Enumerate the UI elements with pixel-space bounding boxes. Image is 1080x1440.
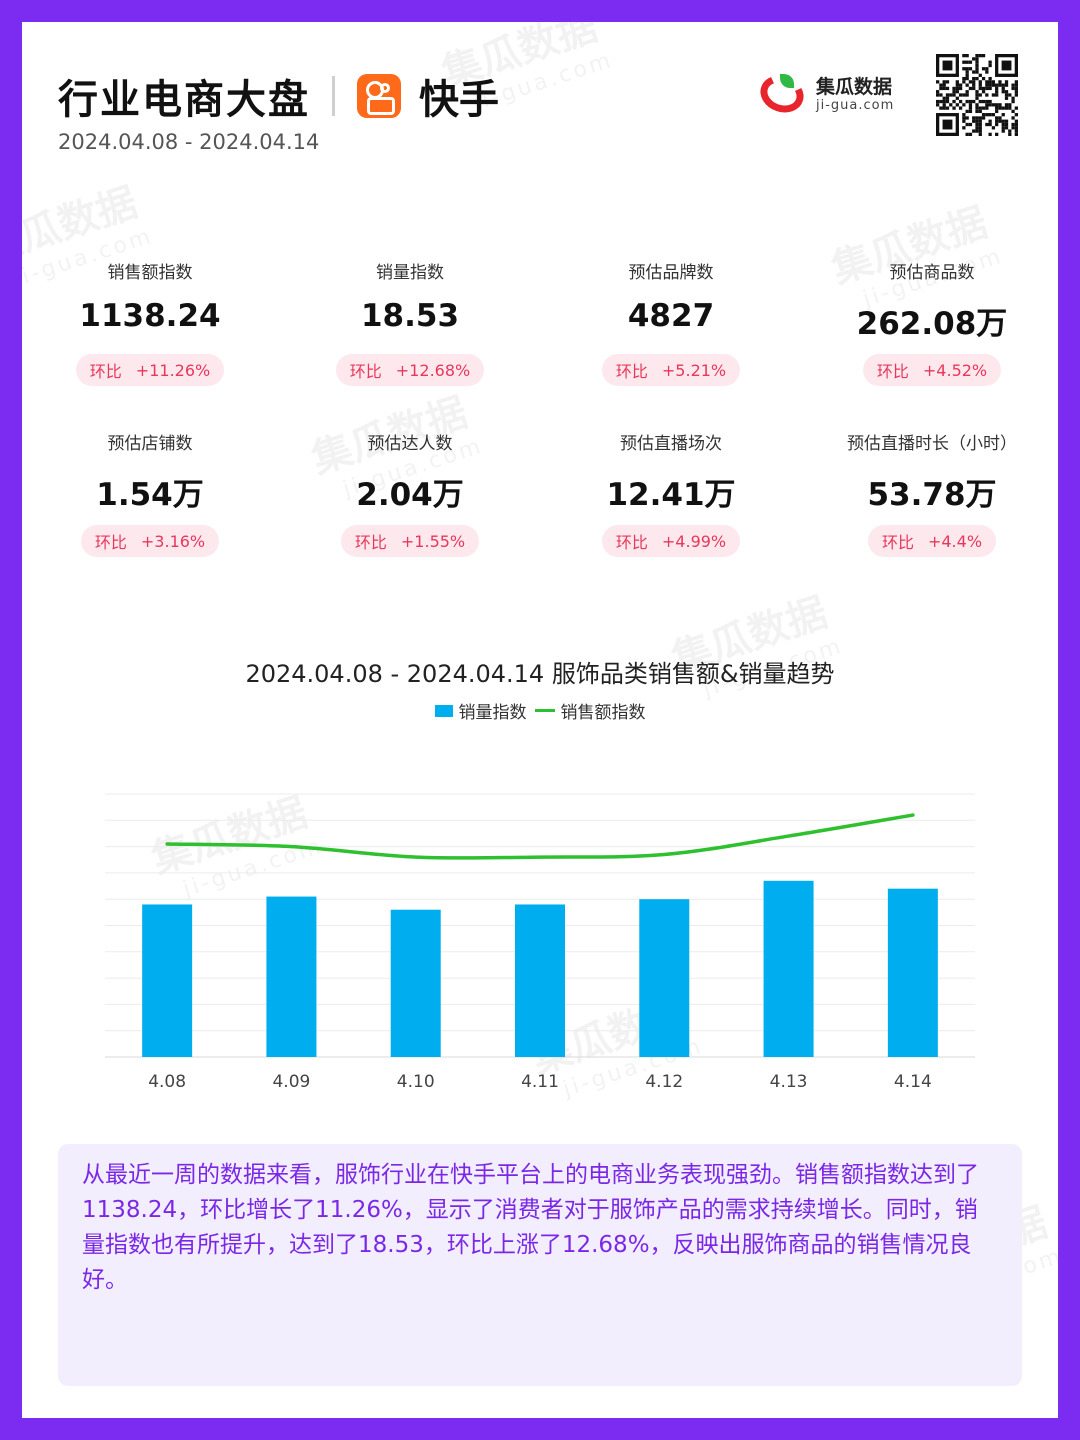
metric-value: 53.78万: [867, 477, 997, 513]
change-badge: 环比 +4.4%: [867, 525, 997, 557]
metric-label: 预估品牌数: [628, 263, 714, 283]
x-tick-label: 4.10: [397, 1072, 435, 1092]
change-badge: 环比 +5.21%: [601, 354, 741, 386]
report-card: 集瓜数据 ji-gua.com 集瓜数据 ji-gua.com 集瓜数据 ji-gua…: [22, 22, 1058, 1418]
bar-4.14: [887, 888, 938, 1057]
metric-product-count: 预估商品数 262.08万 环比 +4.52%: [812, 258, 1052, 386]
bar-4.13: [763, 880, 814, 1057]
x-tick-label: 4.12: [645, 1072, 683, 1092]
metric-value: 1.54万: [96, 477, 204, 513]
page-header: 行业电商大盘 快手: [58, 66, 499, 126]
legend-line-swatch: [534, 709, 555, 712]
chart-title: 2024.04.08 - 2024.04.14 服饰品类销售额&销量趋势: [245, 660, 835, 688]
metric-brand-count: 预估品牌数 4827 环比 +5.21%: [551, 258, 791, 386]
metric-sales-index: 销售额指数 1138.24 环比 +11.26%: [30, 258, 270, 386]
legend-item-sales[interactable]: 销售额指数: [560, 703, 646, 723]
summary-text: 从最近一周的数据来看，服饰行业在快手平台上的电商业务表现强劲。销售额指数达到了1…: [82, 1162, 979, 1293]
metric-value: 4827: [627, 298, 715, 334]
metric-label: 销量指数: [376, 263, 444, 283]
metric-label: 预估直播场次: [620, 434, 722, 454]
x-tick-label: 4.08: [148, 1072, 186, 1092]
metric-label: 预估商品数: [889, 263, 975, 283]
metric-label: 预估达人数: [367, 434, 453, 454]
bar-4.09: [266, 896, 317, 1057]
x-tick-label: 4.13: [770, 1072, 808, 1092]
change-badge: 环比 +4.52%: [862, 354, 1002, 386]
brand-name: 集瓜数据: [816, 75, 893, 98]
change-badge: 环比 +3.16%: [80, 525, 220, 557]
legend-bar-swatch: [434, 704, 453, 717]
summary-box: 从最近一周的数据来看，服饰行业在快手平台上的电商业务表现强劲。销售额指数达到了1…: [58, 1144, 1022, 1386]
date-range: 2024.04.08 - 2024.04.14: [58, 130, 320, 154]
metric-label: 预估直播时长（小时）: [847, 434, 1017, 454]
bar-4.12: [639, 899, 690, 1057]
bar-4.08: [142, 904, 193, 1057]
metric-influencer-count: 预估达人数 2.04万 环比 +1.55%: [290, 429, 530, 557]
change-badge: 环比 +12.68%: [335, 354, 485, 386]
title-divider: [332, 76, 335, 116]
trend-chart: 4.08 4.09 4.10 4.11 4.12 4.13 4.14: [105, 793, 975, 1092]
page-title: 行业电商大盘: [58, 77, 310, 123]
metric-store-count: 预估店铺数 1.54万 环比 +3.16%: [30, 429, 270, 557]
bar-4.10: [390, 909, 441, 1057]
metric-value: 262.08万: [856, 306, 1008, 342]
brand-url: ji-gua.com: [816, 97, 895, 113]
chart-legend[interactable]: 销量指数 销售额指数: [22, 698, 1058, 723]
metric-value: 18.53: [360, 298, 460, 334]
metric-value: 2.04万: [356, 477, 464, 513]
sales-index-line: [165, 813, 915, 860]
metric-volume-index: 销量指数 18.53 环比 +12.68%: [290, 258, 530, 386]
metric-label: 销售额指数: [107, 263, 193, 283]
platform-name: 快手: [419, 77, 499, 123]
jigua-logo-icon: [755, 69, 809, 119]
metric-label: 预估店铺数: [107, 434, 193, 454]
metric-value: 12.41万: [606, 477, 736, 513]
metric-live-sessions: 预估直播场次 12.41万 环比 +4.99%: [551, 429, 791, 557]
bar-4.11: [515, 904, 565, 1057]
x-tick-label: 4.11: [521, 1072, 559, 1092]
x-tick-label: 4.09: [272, 1072, 310, 1092]
qr-code-icon[interactable]: [936, 54, 1018, 136]
change-badge: 环比 +1.55%: [340, 525, 480, 557]
metric-live-hours: 预估直播时长（小时） 53.78万 环比 +4.4%: [812, 429, 1052, 557]
legend-item-volume[interactable]: 销量指数: [458, 703, 527, 723]
brand-logo: 集瓜数据 ji-gua.com: [755, 69, 895, 119]
kuaishou-logo-icon: [357, 74, 401, 118]
x-tick-label: 4.14: [894, 1072, 932, 1092]
change-badge: 环比 +4.99%: [601, 525, 741, 557]
metric-value: 1138.24: [79, 298, 221, 334]
change-badge: 环比 +11.26%: [75, 354, 225, 386]
